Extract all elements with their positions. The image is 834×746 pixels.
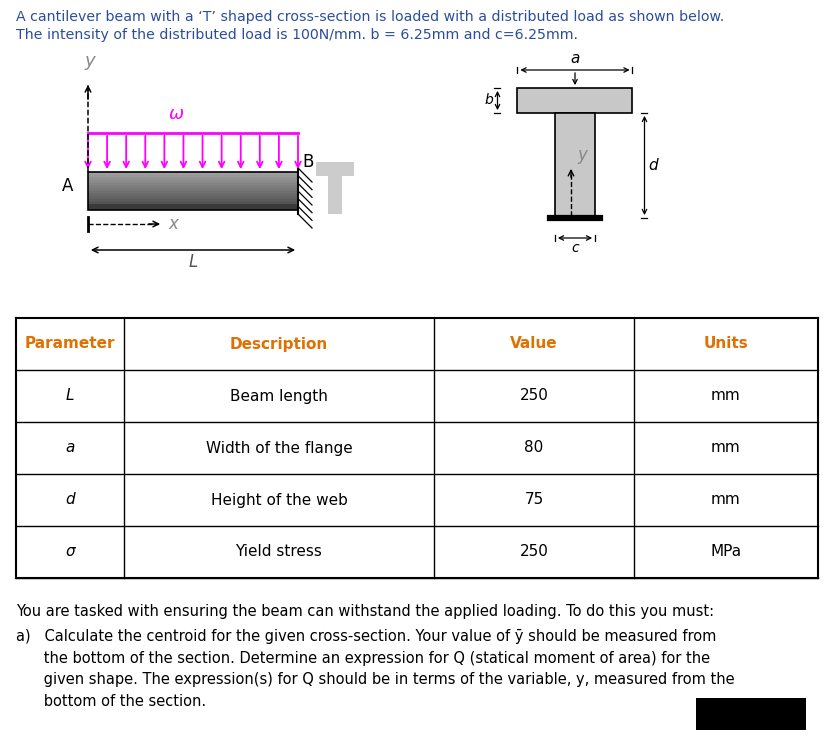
Text: the bottom of the section. Determine an expression for Q (statical moment of are: the bottom of the section. Determine an … bbox=[16, 651, 710, 665]
Text: A cantilever beam with a ‘T’ shaped cross-section is loaded with a distributed l: A cantilever beam with a ‘T’ shaped cros… bbox=[16, 10, 724, 24]
Bar bbox=[88, 172, 298, 174]
Bar bbox=[88, 185, 298, 187]
Bar bbox=[518, 88, 632, 113]
Text: Beam length: Beam length bbox=[230, 389, 328, 404]
Bar bbox=[555, 113, 595, 218]
Text: given shape. The expression(s) for Q should be in terms of the variable, y, meas: given shape. The expression(s) for Q sho… bbox=[16, 672, 735, 687]
Bar bbox=[88, 201, 298, 203]
Text: d: d bbox=[65, 492, 75, 507]
Bar bbox=[88, 202, 298, 204]
Text: bottom of the section.: bottom of the section. bbox=[16, 694, 206, 709]
Text: L: L bbox=[66, 389, 74, 404]
Text: ω: ω bbox=[168, 105, 183, 123]
Text: a)   Calculate the centroid for the given cross-section. Your value of ȳ should : a) Calculate the centroid for the given … bbox=[16, 629, 716, 645]
Text: Value: Value bbox=[510, 336, 558, 351]
Bar bbox=[88, 192, 298, 195]
Bar bbox=[88, 204, 298, 210]
Text: Width of the flange: Width of the flange bbox=[206, 440, 353, 456]
Text: mm: mm bbox=[711, 492, 741, 507]
Bar bbox=[88, 199, 298, 201]
Bar bbox=[88, 172, 298, 210]
Text: MPa: MPa bbox=[711, 545, 741, 560]
Text: B: B bbox=[302, 153, 314, 171]
Bar bbox=[88, 181, 298, 184]
Text: Height of the web: Height of the web bbox=[210, 492, 348, 507]
Text: σ: σ bbox=[65, 545, 75, 560]
Text: y: y bbox=[85, 52, 95, 70]
Bar bbox=[88, 184, 298, 185]
Bar bbox=[88, 174, 298, 176]
Bar bbox=[696, 698, 806, 730]
Text: A: A bbox=[63, 177, 73, 195]
Text: a: a bbox=[570, 51, 580, 66]
Text: L: L bbox=[188, 253, 198, 271]
Text: d: d bbox=[649, 158, 658, 173]
Text: mm: mm bbox=[711, 389, 741, 404]
Bar bbox=[316, 162, 354, 176]
Bar bbox=[88, 180, 298, 182]
Bar bbox=[88, 189, 298, 192]
Text: b: b bbox=[485, 93, 494, 107]
Text: y: y bbox=[577, 146, 587, 164]
Text: 80: 80 bbox=[525, 440, 544, 456]
Bar bbox=[88, 196, 298, 198]
Text: x: x bbox=[168, 215, 178, 233]
Text: Units: Units bbox=[704, 336, 748, 351]
Text: Description: Description bbox=[230, 336, 328, 351]
Bar bbox=[88, 188, 298, 190]
Text: Parameter: Parameter bbox=[25, 336, 115, 351]
Text: The intensity of the distributed load is 100N/mm. b = 6.25mm and c=6.25mm.: The intensity of the distributed load is… bbox=[16, 28, 578, 42]
Text: 250: 250 bbox=[520, 389, 549, 404]
Bar bbox=[88, 175, 298, 178]
Bar bbox=[88, 178, 298, 181]
Text: 75: 75 bbox=[525, 492, 544, 507]
Bar bbox=[88, 186, 298, 189]
Bar bbox=[88, 195, 298, 196]
Text: Yield stress: Yield stress bbox=[235, 545, 323, 560]
Bar bbox=[88, 191, 298, 193]
Bar bbox=[88, 198, 298, 200]
Text: You are tasked with ensuring the beam can withstand the applied loading. To do t: You are tasked with ensuring the beam ca… bbox=[16, 604, 714, 619]
Text: a: a bbox=[65, 440, 75, 456]
Text: mm: mm bbox=[711, 440, 741, 456]
Bar bbox=[328, 176, 342, 214]
Bar bbox=[88, 177, 298, 179]
Text: c: c bbox=[571, 241, 579, 255]
Text: 250: 250 bbox=[520, 545, 549, 560]
